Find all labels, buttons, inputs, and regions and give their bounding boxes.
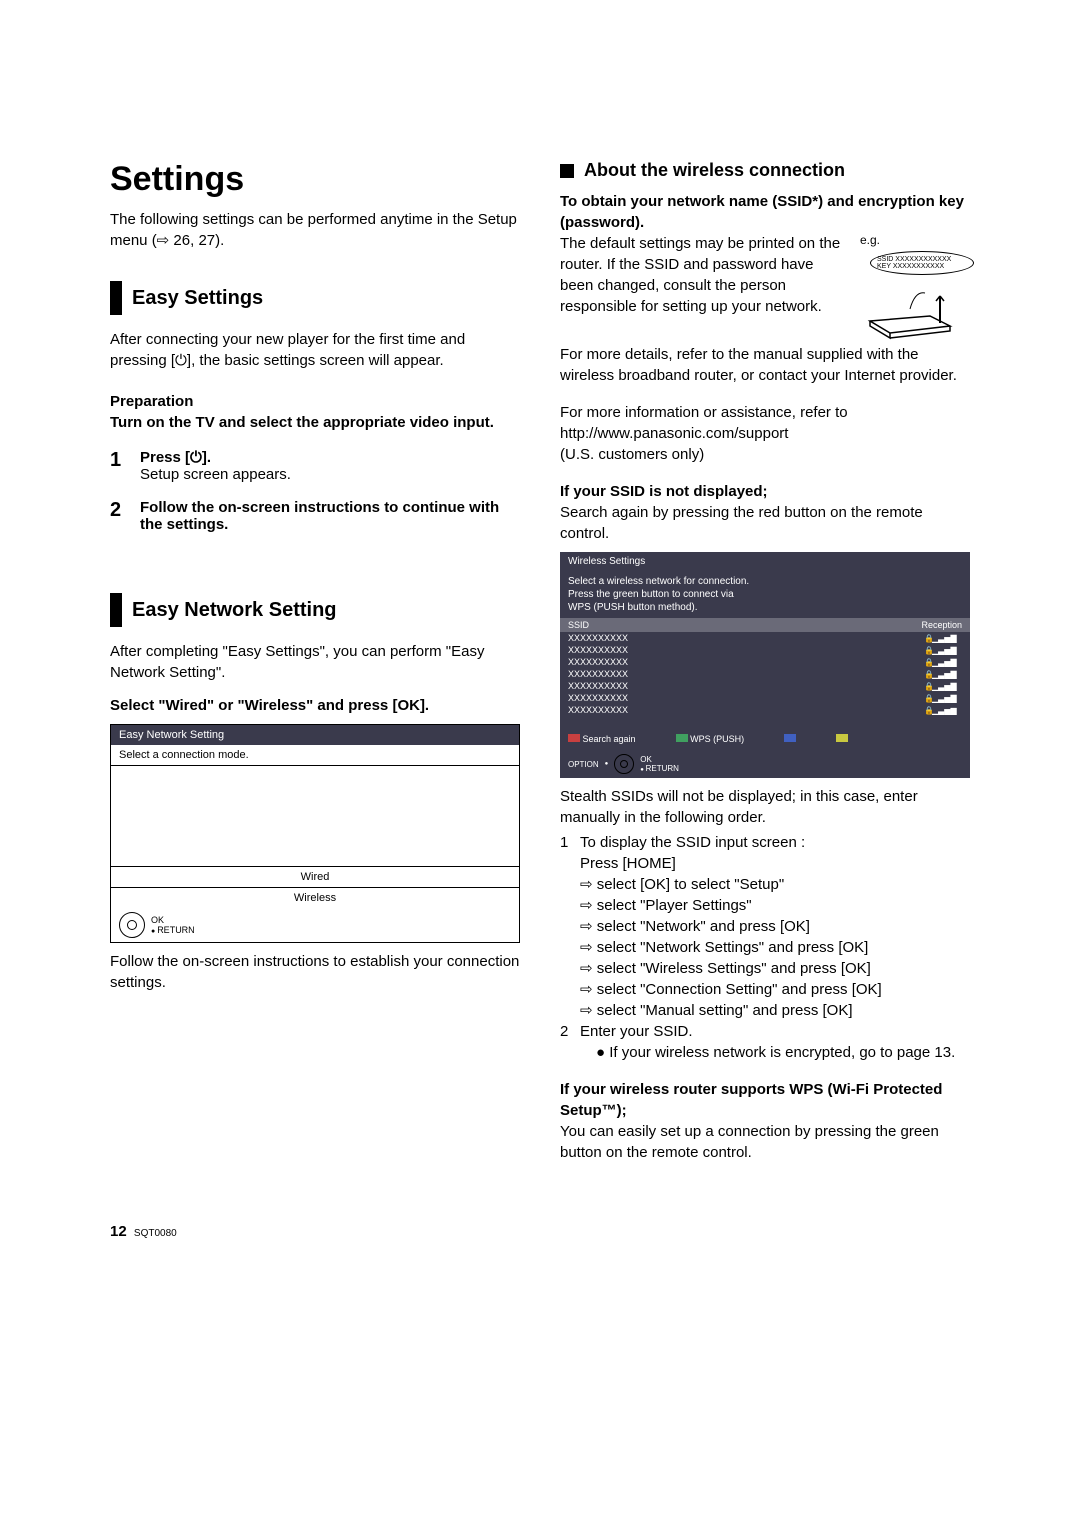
ssid-row[interactable]: XXXXXXXXXX🔒▁▃▅▇ [560,692,970,704]
step-2: 2 Follow the on-screen instructions to c… [110,499,520,533]
dpad-icon [119,912,145,938]
wbox-footer: OPTION● OK● RETURN [560,750,970,778]
more-info: For more information or assistance, refe… [560,402,970,465]
intro-text: The following settings can be performed … [110,209,520,251]
ssid-row[interactable]: XXXXXXXXXX🔒▁▃▅▇ [560,668,970,680]
wps-text: You can easily set up a connection by pr… [560,1121,970,1163]
step-1: 1 Press [⏻]. Setup screen appears. [110,449,520,483]
wired-option[interactable]: Wired [111,866,519,887]
easy-settings-header: Easy Settings [110,281,520,315]
wbox-buttons: Search again WPS (PUSH) [560,728,970,750]
dpad-icon [614,754,634,774]
ssid-row[interactable]: XXXXXXXXXX🔒▁▃▅▇ [560,656,970,668]
follow-text: Follow the on-screen instructions to est… [110,951,520,993]
more-details-text: For more details, refer to the manual su… [560,344,970,386]
select-mode-text: Select "Wired" or "Wireless" and press [… [110,695,520,716]
menu-footer: OK ● RETURN [111,908,519,942]
wireless-option[interactable]: Wireless [111,887,519,908]
ordered-list: 1To display the SSID input screen :Press… [560,832,970,1063]
about-wireless-header: About the wireless connection [560,160,970,181]
page-title: Settings [110,160,520,199]
wbox-header: SSID Reception [560,618,970,632]
wbox-desc: Select a wireless network for connection… [560,571,970,618]
menu-subtitle: Select a connection mode. [111,745,519,766]
ssid-row[interactable]: XXXXXXXXXX🔒▁▃▅▆ [560,704,970,716]
wireless-settings-box: Wireless Settings Select a wireless netw… [560,552,970,778]
router-icon [860,281,960,341]
ssid-row[interactable]: XXXXXXXXXX🔒▁▃▅▇ [560,632,970,644]
easy-network-header: Easy Network Setting [110,593,520,627]
easy-settings-text: After connecting your new player for the… [110,329,520,371]
wbox-title: Wireless Settings [560,552,970,571]
router-figure: e.g. SSID XXXXXXXXXXXX KEY XXXXXXXXXXX [860,233,970,344]
stealth-text: Stealth SSIDs will not be displayed; in … [560,786,970,828]
easy-network-menu: Easy Network Setting Select a connection… [110,724,520,943]
ssid-not-text: Search again by pressing the red button … [560,502,970,544]
left-column: Settings The following settings can be p… [110,160,520,1163]
obtain-title: To obtain your network name (SSID*) and … [560,191,970,233]
ssid-row[interactable]: XXXXXXXXXX🔒▁▃▅▇ [560,680,970,692]
page-footer: 12 SQT0080 [0,1223,1080,1280]
right-column: About the wireless connection To obtain … [560,160,970,1163]
ssid-not-displayed-title: If your SSID is not displayed; [560,481,970,502]
menu-title: Easy Network Setting [111,725,519,745]
wps-title: If your wireless router supports WPS (Wi… [560,1079,970,1121]
preparation: Preparation Turn on the TV and select th… [110,391,520,433]
ssid-row[interactable]: XXXXXXXXXX🔒▁▃▅▇ [560,644,970,656]
easy-network-intro: After completing "Easy Settings", you ca… [110,641,520,683]
